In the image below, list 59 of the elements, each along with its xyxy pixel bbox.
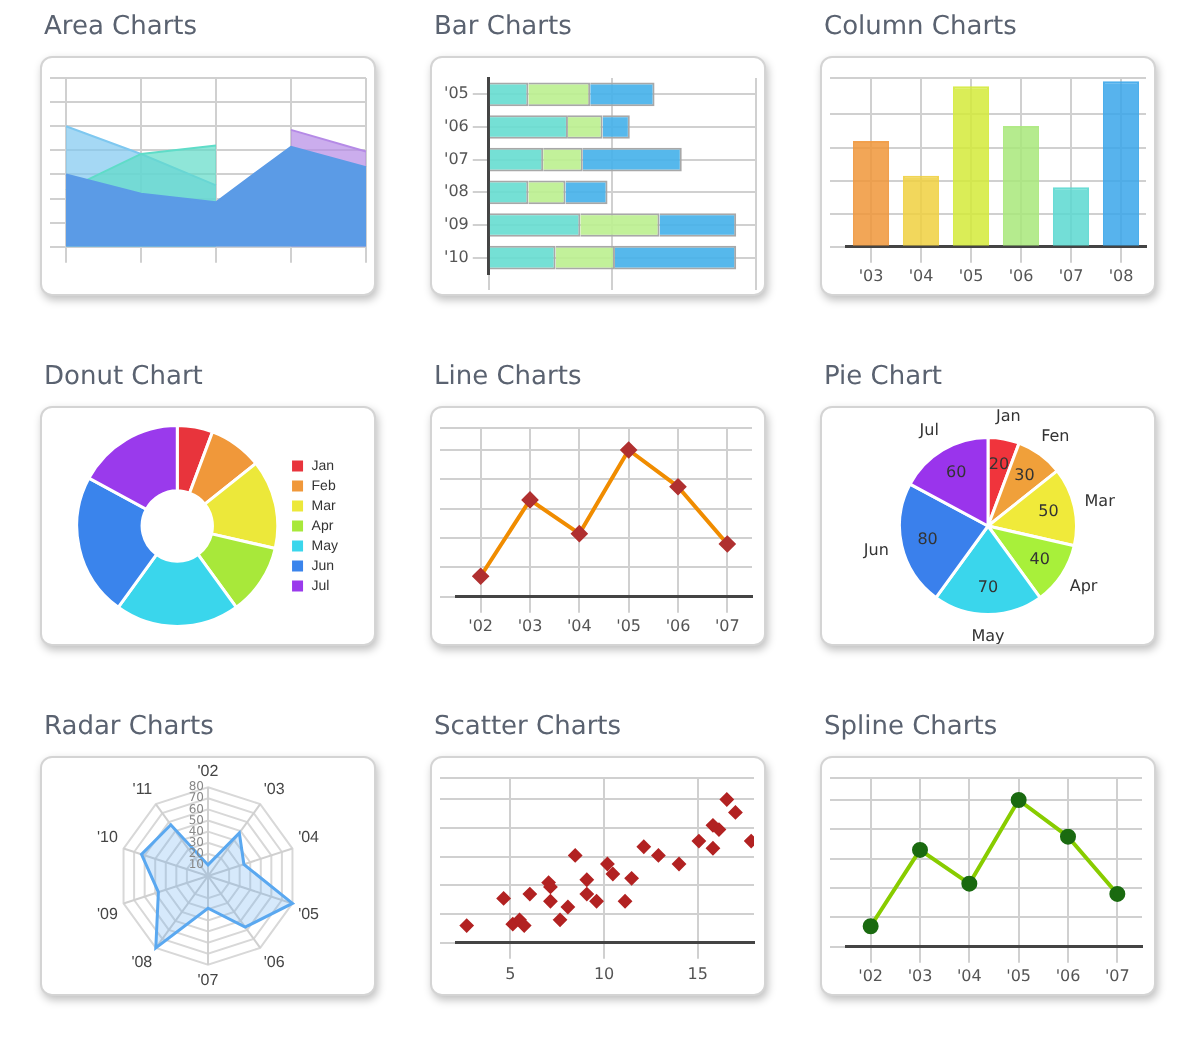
- x-tick-label: '03: [858, 266, 884, 285]
- x-tick-label: '03: [517, 616, 543, 635]
- chart-title: Donut Chart: [44, 362, 203, 392]
- x-tick-label: '05: [616, 616, 642, 635]
- spoke-label: '08: [131, 952, 154, 971]
- data-label: 60: [946, 462, 967, 481]
- slice-label: Jun: [861, 540, 889, 559]
- x-tick-label: '06: [1055, 966, 1081, 985]
- spoke-label: '06: [263, 952, 286, 971]
- y-tick-label: '08: [443, 182, 469, 201]
- x-tick-label: 5: [505, 964, 516, 983]
- data-label: 20: [988, 455, 1010, 474]
- spoke-label: '11: [132, 780, 154, 799]
- slice-label: Mar: [1084, 491, 1117, 510]
- spoke-label: '02: [197, 762, 220, 781]
- data-label: 70: [977, 578, 999, 597]
- chart-title: Spline Charts: [824, 712, 998, 742]
- y-tick-label: '07: [443, 149, 469, 168]
- x-tick-label: '03: [907, 966, 933, 985]
- y-tick-label: '09: [443, 215, 469, 234]
- x-tick-label: '04: [566, 616, 592, 635]
- spoke-label: '03: [263, 780, 286, 799]
- x-tick-label: '07: [1058, 266, 1084, 285]
- chart-title: Pie Chart: [824, 362, 943, 392]
- chart-title: Radar Charts: [44, 712, 214, 742]
- x-tick-label: '06: [665, 616, 691, 635]
- x-tick-label: '02: [858, 966, 884, 985]
- x-tick-label: '05: [958, 266, 984, 285]
- y-tick-label: '05: [443, 84, 469, 103]
- chart-title: Area Charts: [44, 12, 198, 42]
- slice-label: Fen: [1041, 426, 1070, 445]
- chart-title: Column Charts: [824, 12, 1017, 42]
- slice-label: Jan: [994, 407, 1021, 426]
- x-tick-label: 10: [593, 964, 615, 983]
- y-tick-label: '10: [443, 247, 469, 266]
- data-label: 80: [917, 529, 938, 548]
- slice-label: Jul: [917, 421, 939, 440]
- x-tick-label: '07: [714, 616, 740, 635]
- slice-label: Apr: [1069, 577, 1099, 596]
- x-tick-label: '06: [1008, 266, 1034, 285]
- x-tick-label: '08: [1108, 266, 1134, 285]
- data-label: 50: [1038, 502, 1059, 521]
- x-tick-label: '07: [1104, 966, 1130, 985]
- chart-title: Scatter Charts: [434, 712, 622, 742]
- chart-title: Line Charts: [434, 362, 582, 392]
- spoke-label: '04: [298, 827, 321, 846]
- data-label: 40: [1029, 550, 1050, 569]
- slice-label: May: [971, 626, 1006, 645]
- x-tick-label: '02: [468, 616, 494, 635]
- data-label: 30: [1014, 466, 1035, 485]
- y-tick-label: '06: [443, 117, 469, 136]
- x-tick-label: 15: [687, 964, 708, 983]
- spoke-label: '05: [298, 905, 321, 924]
- spoke-label: '09: [96, 905, 119, 924]
- x-tick-label: '04: [956, 966, 982, 985]
- x-tick-label: '05: [1006, 966, 1032, 985]
- chart-title: Bar Charts: [434, 12, 572, 42]
- x-tick-label: '04: [908, 266, 934, 285]
- spoke-label: '10: [96, 827, 119, 846]
